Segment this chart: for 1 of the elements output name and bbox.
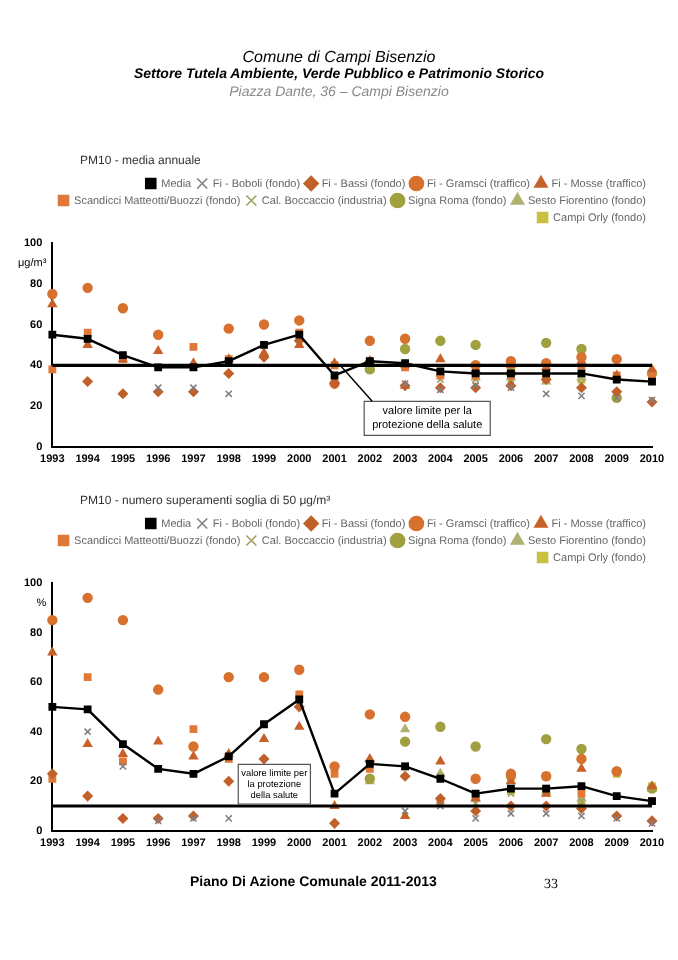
text: Comune di Campi Bisenzio bbox=[240, 48, 438, 66]
